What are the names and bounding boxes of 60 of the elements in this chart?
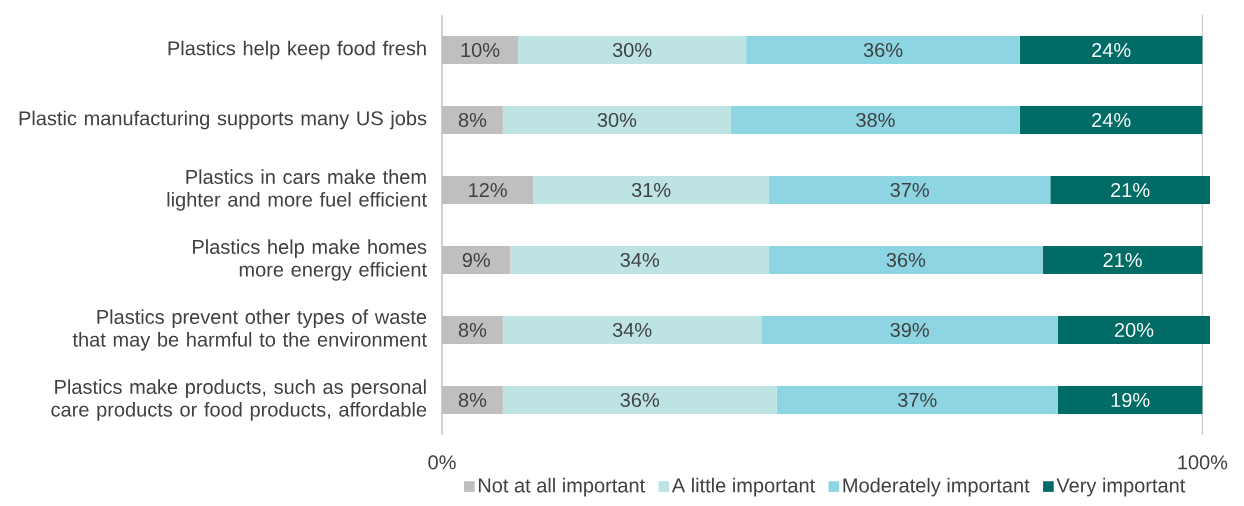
bar bbox=[768, 176, 1051, 204]
bar bbox=[768, 246, 1043, 274]
bar bbox=[442, 176, 534, 204]
bar bbox=[442, 36, 519, 64]
data-label: 30% bbox=[597, 112, 637, 128]
data-label: 34% bbox=[612, 322, 652, 338]
data-label: 39% bbox=[890, 322, 929, 338]
y-tick-label: Plastics prevent other types of waste that may be harmful to the environment bbox=[72, 309, 427, 351]
data-label: 21% bbox=[1111, 182, 1150, 198]
bar bbox=[502, 316, 762, 344]
data-label: 8% bbox=[458, 112, 487, 128]
bar bbox=[533, 176, 769, 204]
data-label: 21% bbox=[1103, 252, 1142, 268]
data-label: 37% bbox=[897, 392, 937, 408]
bar bbox=[502, 385, 777, 414]
bar bbox=[1057, 385, 1203, 414]
y-tick-label: Plastics in cars make them lighter and more fuel efficient bbox=[167, 169, 427, 211]
data-label: 19% bbox=[1111, 392, 1150, 408]
bar bbox=[442, 106, 503, 134]
bar bbox=[442, 316, 503, 344]
data-label: 9% bbox=[462, 252, 490, 268]
bar bbox=[518, 36, 747, 64]
data-label: 37% bbox=[890, 182, 929, 198]
bar bbox=[502, 106, 731, 134]
y-tick-label: Plastics make products, such as personal care products or food products, affordable bbox=[51, 379, 427, 421]
bar bbox=[442, 246, 511, 274]
bar bbox=[776, 385, 1058, 414]
legend-label: A little important bbox=[671, 477, 816, 497]
bar bbox=[730, 106, 1020, 134]
bar bbox=[1019, 36, 1203, 64]
data-label: 30% bbox=[612, 42, 652, 58]
bar bbox=[746, 36, 1020, 64]
bar bbox=[1042, 246, 1203, 274]
bar bbox=[761, 316, 1058, 344]
data-label: 10% bbox=[461, 42, 500, 58]
data-label: 24% bbox=[1092, 112, 1131, 128]
y-tick-label: Plastics help keep food fresh bbox=[168, 40, 426, 60]
bar bbox=[1057, 316, 1210, 344]
data-label: 36% bbox=[886, 252, 926, 268]
data-label: 34% bbox=[620, 252, 659, 268]
x-tick-label: 100% bbox=[1178, 455, 1228, 470]
bar bbox=[1050, 176, 1210, 204]
data-label: 12% bbox=[469, 182, 507, 198]
data-label: 36% bbox=[620, 392, 659, 408]
legend-label: Very important bbox=[1056, 477, 1186, 497]
data-label: 24% bbox=[1092, 42, 1131, 58]
data-label: 8% bbox=[458, 322, 487, 338]
data-label: 36% bbox=[863, 42, 903, 58]
y-tick-label: Plastics help make homes more energy efficient bbox=[193, 239, 427, 281]
bar bbox=[510, 246, 769, 274]
y-tick-label: Plastic manufacturing supports many US jobs bbox=[19, 110, 427, 130]
bar bbox=[1019, 106, 1203, 134]
data-label: 20% bbox=[1114, 322, 1154, 338]
legend-label: Moderately important bbox=[843, 477, 1030, 497]
x-tick-label: 0% bbox=[428, 455, 456, 470]
bar bbox=[442, 385, 503, 414]
legend-label: Not at all important bbox=[478, 477, 645, 497]
data-label: 38% bbox=[856, 112, 895, 128]
data-label: 8% bbox=[458, 392, 487, 408]
data-label: 31% bbox=[631, 182, 671, 198]
